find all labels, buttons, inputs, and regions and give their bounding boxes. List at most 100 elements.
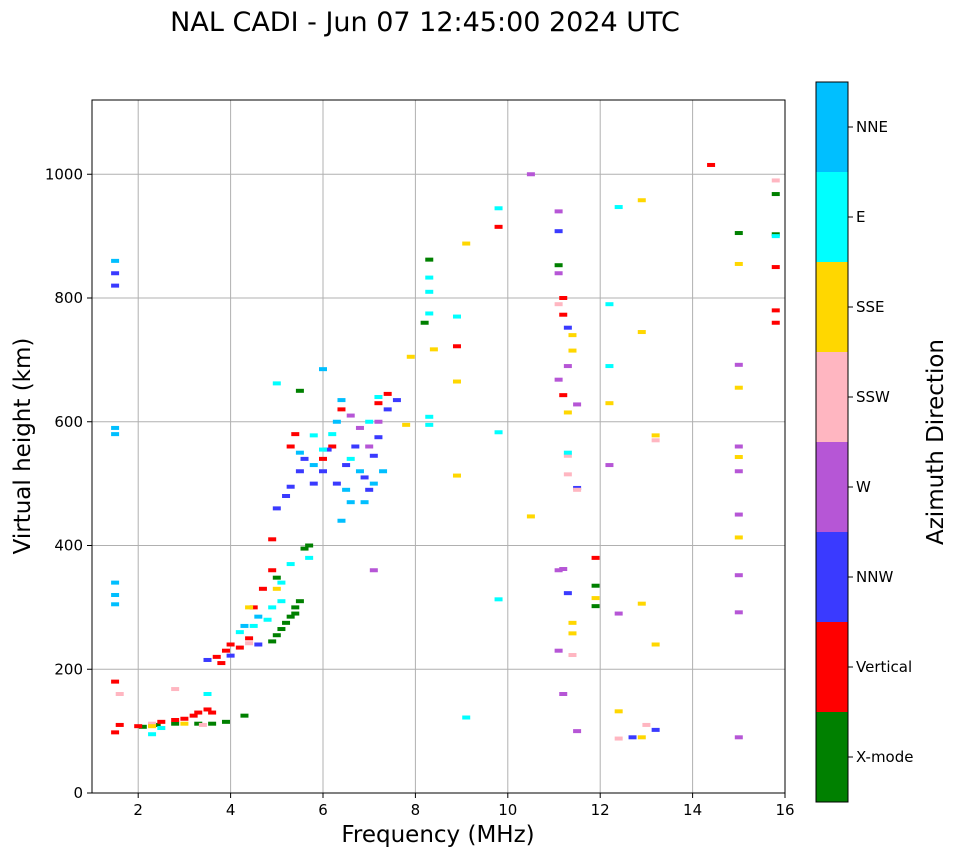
data-point-e bbox=[605, 364, 614, 369]
data-point-vertical bbox=[559, 393, 568, 398]
y-tick-label: 800 bbox=[54, 289, 83, 307]
data-point-x-mode bbox=[425, 257, 434, 262]
data-point-w bbox=[734, 362, 743, 367]
data-point-e bbox=[494, 206, 503, 211]
y-tick-label: 400 bbox=[54, 537, 83, 555]
data-point-w bbox=[554, 271, 563, 276]
data-point-w bbox=[734, 735, 743, 740]
data-point-nne bbox=[111, 258, 120, 263]
data-point-nnw bbox=[323, 447, 332, 452]
data-point-sse bbox=[637, 198, 646, 203]
data-point-w bbox=[559, 692, 568, 696]
data-point-vertical bbox=[157, 719, 166, 724]
data-point-e bbox=[249, 623, 258, 628]
data-point-x-mode bbox=[554, 263, 563, 268]
data-point-sse bbox=[651, 642, 660, 647]
data-point-x-mode bbox=[734, 231, 743, 236]
data-point-vertical bbox=[291, 432, 300, 437]
data-point-sse bbox=[734, 261, 743, 266]
data-point-sse bbox=[462, 241, 471, 246]
data-point-nne bbox=[369, 481, 378, 486]
data-point-e bbox=[425, 422, 434, 427]
data-point-ssw bbox=[148, 721, 157, 726]
data-point-e bbox=[235, 630, 244, 635]
data-point-w bbox=[554, 568, 563, 573]
data-point-sse bbox=[605, 401, 614, 406]
data-point-sse bbox=[734, 385, 743, 390]
y-tick-label: 0 bbox=[73, 784, 83, 802]
data-point-x-mode bbox=[138, 724, 147, 729]
data-point-sse bbox=[637, 330, 646, 335]
data-point-nne bbox=[319, 367, 327, 372]
data-point-vertical bbox=[771, 265, 780, 270]
data-point-sse bbox=[568, 348, 577, 353]
data-point-sse bbox=[148, 724, 157, 729]
data-point-e bbox=[309, 433, 318, 438]
data-point-e bbox=[277, 580, 286, 585]
data-point-e bbox=[494, 597, 503, 602]
data-point-w bbox=[346, 413, 355, 418]
data-point-vertical bbox=[286, 444, 295, 449]
data-point-nne bbox=[254, 614, 263, 619]
data-point-vertical bbox=[771, 308, 780, 313]
data-point-nnw bbox=[651, 727, 660, 732]
data-point-nne bbox=[309, 463, 318, 468]
data-point-x-mode bbox=[221, 719, 230, 724]
data-point-vertical bbox=[268, 568, 277, 573]
data-point-nnw bbox=[332, 481, 341, 486]
data-point-vertical bbox=[559, 296, 568, 300]
data-point-vertical bbox=[226, 642, 235, 647]
y-axis-label: Virtual height (km) bbox=[10, 338, 36, 555]
data-point-w bbox=[734, 444, 743, 449]
data-point-ssw bbox=[771, 178, 780, 183]
data-point-x-mode bbox=[291, 611, 300, 616]
data-point-sse bbox=[734, 455, 743, 460]
data-points bbox=[111, 162, 780, 741]
data-point-e bbox=[263, 617, 272, 622]
data-point-nnw bbox=[111, 283, 120, 288]
data-point-vertical bbox=[111, 679, 120, 684]
colorbar-tick-label: W bbox=[856, 478, 871, 496]
data-point-vertical bbox=[208, 710, 217, 715]
data-point-w bbox=[554, 377, 563, 382]
data-point-ssw bbox=[651, 438, 660, 443]
colorbar-frame bbox=[815, 81, 849, 803]
data-point-e bbox=[771, 234, 780, 239]
data-point-sse bbox=[406, 354, 415, 359]
data-point-e bbox=[268, 605, 277, 610]
data-point-e bbox=[563, 450, 572, 455]
data-point-e bbox=[319, 447, 327, 452]
colorbar-tick-label: SSW bbox=[856, 388, 890, 406]
data-point-e bbox=[365, 419, 374, 424]
data-point-vertical bbox=[707, 162, 716, 167]
data-point-vertical bbox=[217, 661, 226, 666]
data-point-x-mode bbox=[291, 605, 300, 610]
y-tick-label: 200 bbox=[54, 660, 83, 678]
data-point-vertical bbox=[249, 605, 258, 610]
data-point-nne bbox=[337, 398, 346, 403]
colorbar-segment bbox=[816, 352, 848, 442]
data-point-e bbox=[272, 381, 281, 386]
data-point-e bbox=[346, 456, 355, 461]
data-point-w bbox=[734, 469, 743, 474]
data-point-x-mode bbox=[420, 320, 429, 325]
x-tick-label: 4 bbox=[226, 801, 236, 819]
data-point-w bbox=[554, 648, 563, 653]
data-point-x-mode bbox=[282, 620, 291, 625]
data-point-x-mode bbox=[272, 633, 281, 638]
data-point-e bbox=[203, 692, 212, 696]
data-point-vertical bbox=[494, 224, 503, 229]
colorbar-tick-label: X-mode bbox=[856, 748, 913, 766]
data-point-nnw bbox=[351, 444, 360, 449]
data-point-vertical bbox=[328, 444, 337, 449]
data-point-x-mode bbox=[305, 543, 314, 548]
data-point-nne bbox=[342, 487, 351, 492]
data-point-nne bbox=[111, 425, 120, 430]
data-point-nnw bbox=[365, 487, 374, 492]
data-point-sse bbox=[591, 596, 600, 601]
data-point-vertical bbox=[337, 407, 346, 412]
data-point-vertical bbox=[111, 730, 120, 735]
data-point-e bbox=[452, 314, 461, 319]
x-tick-label: 8 bbox=[411, 801, 421, 819]
